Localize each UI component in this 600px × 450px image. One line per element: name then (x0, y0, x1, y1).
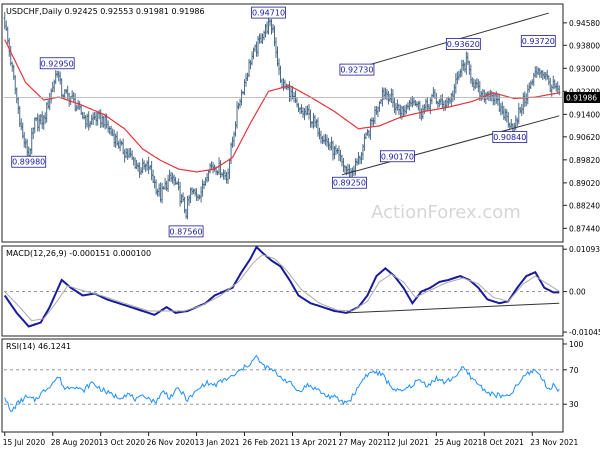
price-bar (558, 85, 561, 96)
price-annotation: 0.89250 (332, 176, 367, 189)
macd-title: MACD(12,26,9) -0.000151 0.000100 (6, 249, 151, 258)
price-annotation: 0.90840 (492, 131, 528, 143)
last-price-label: 0.91986 (566, 94, 597, 103)
price-annotation: 0.92730 (339, 63, 375, 76)
macd-layer (3, 245, 562, 328)
macd-y-tick-label: 0.01093 (569, 245, 600, 254)
price-annotation-label: 0.90170 (381, 152, 414, 161)
rsi-title: RSI(14) 46.1241 (6, 342, 71, 351)
signal-line (4, 254, 560, 322)
x-tick-label: 12 Jul 2021 (386, 438, 429, 447)
price-annotation: 0.93720 (520, 35, 556, 47)
rsi-y-tick-label: 30 (569, 400, 579, 409)
rsi-y-tick-label: 70 (569, 366, 579, 375)
price-annotation-box (445, 38, 481, 50)
price-annotation-label: 0.87560 (170, 227, 203, 236)
macd-y-tick-label: 0.00 (569, 288, 586, 297)
main-y-tick-label: 0.93800 (569, 41, 600, 50)
price-annotation: 0.93620 (445, 38, 481, 50)
main-chart-title: USDCHF,Daily 0.92425 0.92553 0.91981 0.9… (6, 7, 205, 16)
x-tick-label: 8 Oct 2021 (482, 438, 524, 447)
rsi-y-tick-label: 100 (569, 340, 584, 349)
price-annotation-box (492, 131, 528, 143)
macd-y-tick-label: -0.01045 (569, 328, 600, 337)
x-tick-label: 13 Oct 2020 (99, 438, 146, 447)
channel-trendline (341, 115, 560, 176)
price-annotation-label: 0.90840 (493, 133, 526, 142)
price-annotation-label: 0.93720 (522, 37, 555, 46)
price-annotation: 0.92950 (39, 57, 75, 70)
watermark: ActionForex.com (371, 202, 521, 223)
macd-trendline (346, 302, 560, 314)
channel-trendline (341, 12, 549, 74)
x-tick-label: 13 Apr 2021 (290, 438, 337, 447)
price-annotation-box (251, 6, 286, 19)
price-annotation: 0.87560 (168, 225, 204, 238)
macd-pane-frame (1, 245, 564, 337)
price-annotation-box (11, 155, 47, 168)
price-annotation-label: 0.92950 (41, 59, 74, 68)
x-tick-label: 13 Jan 2021 (195, 438, 240, 447)
x-tick-label: 15 Jul 2020 (3, 438, 46, 447)
x-tick-label: 27 May 2021 (338, 438, 387, 447)
price-annotation-label: 0.89980 (12, 158, 45, 167)
price-annotation-label: 0.93620 (447, 40, 480, 49)
x-tick-label: 26 Feb 2021 (243, 438, 290, 447)
main-y-tick-label: 0.91400 (569, 110, 600, 119)
price-annotation: 0.89980 (11, 155, 47, 168)
main-y-tick-label: 0.88240 (569, 201, 600, 210)
main-y-tick-label: 0.90620 (569, 133, 600, 142)
price-annotation-label: 0.89250 (333, 179, 366, 188)
price-annotation: 0.90170 (379, 150, 415, 163)
price-annotation-box (520, 35, 556, 47)
x-tick-label: 25 Aug 2021 (434, 438, 482, 447)
main-y-tick-label: 0.93000 (569, 64, 600, 73)
main-y-tick-label: 0.87440 (569, 224, 600, 233)
price-layer: 0.92950 0.89980 0.87560 0.94710 0.92730 0.892… (3, 6, 563, 238)
rsi-layer (4, 354, 562, 412)
price-annotation-box (339, 63, 375, 76)
last-price-tag (564, 92, 600, 104)
main-y-tick-label: 0.89820 (569, 156, 600, 165)
price-annotation-box (168, 225, 204, 238)
price-annotation-box (39, 57, 75, 70)
main-y-tick-label: 0.92200 (569, 87, 600, 96)
x-tick-label: 23 Nov 2021 (530, 438, 578, 447)
price-annotation-box (332, 176, 367, 189)
axis-layer: 0.94580 0.93800 0.93000 0.92200 0.91400 0.906… (3, 19, 600, 447)
price-annotation-label: 0.92730 (340, 66, 373, 75)
main-y-tick-label: 0.94580 (569, 19, 600, 28)
x-tick-label: 26 Nov 2020 (147, 438, 195, 447)
price-annotation-box (379, 150, 415, 163)
moving-average-line (4, 39, 560, 173)
x-tick-label: 28 Aug 2020 (51, 438, 99, 447)
price-annotation: 0.94710 (251, 6, 286, 19)
main-y-tick-label: 0.89020 (569, 179, 600, 188)
price-annotation-label: 0.94710 (252, 9, 285, 18)
rsi-line (4, 354, 560, 412)
